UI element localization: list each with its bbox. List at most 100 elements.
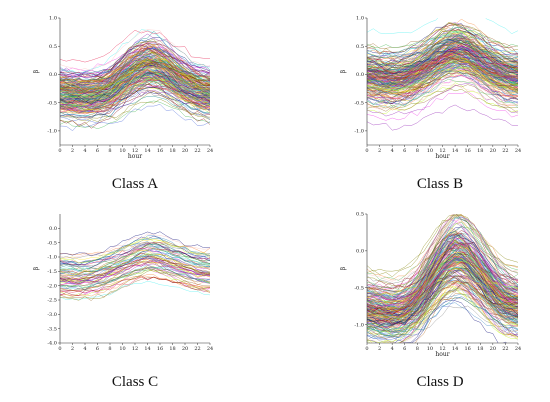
series-line — [367, 28, 518, 55]
series-line — [60, 68, 210, 113]
x-axis-label: hour — [435, 351, 449, 358]
x-tick-label: 16 — [464, 148, 470, 154]
series-line — [60, 68, 210, 96]
series-line — [60, 51, 210, 93]
series-line — [60, 69, 210, 114]
series-line — [60, 38, 210, 83]
series-line — [367, 219, 518, 282]
series-line — [367, 238, 518, 300]
x-tick-label: 24 — [515, 148, 521, 154]
series-line — [60, 72, 210, 98]
x-tick-label: 10 — [427, 346, 433, 352]
y-tick-label: 0.0 — [49, 226, 57, 232]
x-tick-label: 16 — [157, 148, 163, 154]
x-tick-label: 22 — [502, 346, 508, 352]
series-line — [60, 29, 210, 71]
series-group — [367, 214, 518, 343]
series-group — [60, 231, 210, 301]
series-line — [367, 237, 518, 306]
series-line — [367, 30, 518, 55]
y-tick-label: 0.0 — [49, 72, 57, 78]
series-line — [367, 51, 518, 92]
series-line — [367, 217, 518, 298]
series-line — [367, 253, 518, 309]
series-line — [60, 46, 210, 84]
series-line — [367, 48, 518, 71]
series-line — [60, 95, 210, 118]
series-line — [60, 267, 210, 291]
y-axis-label: β — [340, 69, 347, 73]
series-line — [367, 280, 518, 341]
y-tick-label: -3.5 — [47, 326, 57, 332]
series-line — [60, 84, 210, 106]
series-line — [367, 226, 518, 291]
series-line — [367, 241, 518, 321]
series-line — [367, 267, 518, 315]
series-line — [367, 41, 518, 59]
series-line — [367, 277, 518, 327]
series-line — [367, 280, 518, 321]
series-line — [367, 216, 518, 293]
x-tick-label: 16 — [157, 346, 163, 352]
series-line — [60, 249, 210, 277]
series-line — [367, 214, 518, 284]
series-line — [60, 276, 210, 294]
x-tick-label: 20 — [490, 148, 496, 154]
x-tick-label: 2 — [71, 148, 74, 154]
series-line — [367, 257, 518, 326]
series-line — [367, 38, 518, 77]
series-line — [60, 100, 210, 130]
series-line — [367, 22, 518, 48]
series-line — [367, 268, 518, 316]
series-line — [367, 284, 518, 343]
x-tick-label: 8 — [416, 148, 419, 154]
series-group — [367, 18, 518, 131]
x-tick-label: 6 — [96, 346, 99, 352]
series-line — [367, 296, 518, 342]
x-tick-label: 14 — [452, 148, 458, 154]
series-line — [367, 45, 518, 80]
y-axis-label: β — [340, 266, 347, 270]
panel-caption: Class A — [112, 176, 158, 192]
series-line — [60, 55, 210, 92]
x-tick-label: 18 — [169, 346, 175, 352]
y-tick-label: -0.5 — [47, 240, 57, 246]
series-line — [367, 286, 518, 343]
series-line — [60, 275, 210, 296]
series-line — [367, 18, 518, 35]
series-line — [367, 237, 518, 323]
series-line — [367, 217, 518, 295]
panel-caption: Class D — [416, 374, 463, 390]
series-line — [60, 37, 210, 77]
series-line — [367, 274, 518, 315]
series-line — [60, 84, 210, 113]
series-line — [60, 265, 210, 287]
series-line — [367, 87, 518, 109]
series-line — [60, 242, 210, 259]
series-line — [60, 71, 210, 102]
series-line — [367, 51, 518, 80]
x-tick-label: 22 — [502, 148, 508, 154]
x-tick-label: 10 — [427, 148, 433, 154]
x-tick-label: 12 — [132, 346, 138, 352]
x-tick-label: 14 — [144, 346, 150, 352]
series-line — [60, 60, 210, 97]
series-line — [60, 256, 210, 280]
series-line — [60, 264, 210, 286]
series-line — [60, 67, 210, 104]
series-group — [60, 29, 210, 131]
x-tick-label: 8 — [108, 346, 111, 352]
y-tick-label: 1.0 — [356, 16, 364, 22]
series-line — [367, 287, 518, 343]
series-line — [367, 270, 518, 325]
series-line — [367, 253, 518, 326]
x-tick-label: 10 — [119, 346, 125, 352]
series-line — [367, 222, 518, 298]
x-tick-label: 20 — [182, 346, 188, 352]
series-line — [367, 27, 518, 67]
x-tick-label: 14 — [144, 148, 150, 154]
series-line — [60, 47, 210, 86]
series-line — [367, 104, 518, 131]
series-line — [367, 253, 518, 303]
chart-panel-2: 0 2 4 6 8 10 12 14 16 18 20 22 241.00.50.0-0.5-1.0ho… — [340, 16, 521, 192]
